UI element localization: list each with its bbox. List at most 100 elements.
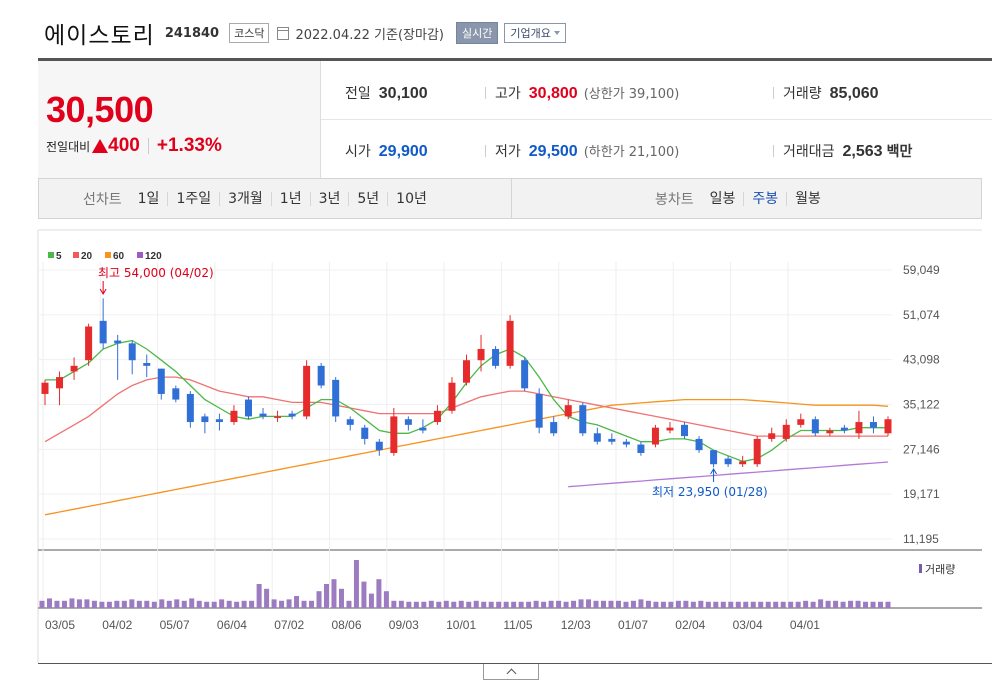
tab-line-period[interactable]: 1일	[137, 190, 160, 207]
tab-candle-period[interactable]: 일봉	[709, 190, 736, 207]
tab-line-period[interactable]: 3년	[309, 191, 349, 206]
volume-bar	[361, 581, 367, 608]
volume-bar	[743, 601, 749, 608]
realtime-button[interactable]: 실시간	[455, 22, 499, 44]
change-label: 전일대비	[46, 139, 91, 154]
volume-bar	[129, 599, 135, 608]
volume-bar	[668, 601, 674, 608]
legend-swatch	[105, 252, 111, 258]
volume-bar	[541, 601, 547, 608]
candle-body	[172, 388, 180, 400]
candle-body	[346, 419, 354, 425]
volume-bar	[398, 600, 404, 608]
calendar-icon	[277, 26, 290, 40]
candle-body	[244, 399, 252, 417]
candle-body	[637, 444, 645, 453]
candle-body	[303, 365, 311, 417]
volume-bar	[623, 601, 629, 608]
candle-body	[753, 438, 761, 465]
candle-body	[201, 416, 209, 423]
volume-bar	[496, 601, 502, 608]
volume-bar	[713, 601, 719, 608]
volume-bar	[855, 600, 861, 608]
volume-bar	[391, 600, 397, 608]
volume-bar	[368, 593, 374, 608]
candle-body	[143, 363, 151, 366]
tab-candle-period[interactable]: 월봉	[786, 191, 829, 206]
candle-body	[259, 413, 267, 417]
volume-bar	[353, 560, 359, 608]
volume-bar	[863, 601, 869, 608]
volume-bar	[683, 600, 689, 608]
collapse-button[interactable]	[483, 664, 539, 680]
volume-bar	[234, 601, 240, 608]
volume-bar	[219, 599, 225, 608]
chevron-up-icon	[506, 668, 516, 679]
moving-average-line-ma60	[44, 398, 889, 516]
divider	[147, 138, 149, 154]
volume-bar	[690, 601, 696, 608]
x-tick-label: 03/04	[733, 618, 763, 632]
current-price-box: 30,500 전일대비 400 +1.33%	[38, 61, 320, 178]
candle-body	[288, 413, 296, 417]
x-tick-label: 03/05	[45, 618, 75, 632]
candle-body	[41, 382, 49, 394]
volume-bar	[638, 599, 644, 608]
candle-body	[230, 410, 238, 423]
candle-body	[375, 441, 383, 451]
volume-bar	[383, 591, 389, 608]
legend-swatch	[73, 252, 79, 258]
candle-body	[695, 438, 703, 451]
y-tick-label: 19,171	[903, 487, 940, 501]
legend-label: 60	[113, 251, 125, 262]
market-badge: 코스닥	[229, 23, 270, 43]
tab-line-period[interactable]: 3개월	[219, 191, 271, 206]
min-price-annotation: 최저 23,950 (01/28)	[652, 485, 768, 499]
tab-line-period[interactable]: 10년	[387, 191, 435, 206]
volume-bar	[46, 598, 52, 608]
chart-period-tabs: 선차트 1일 1주일 3개월 1년 3년 5년 10년 봉차트 일봉 주봉 월봉	[38, 178, 982, 219]
volume-bar	[121, 600, 127, 608]
tab-line-period[interactable]: 1년	[270, 191, 310, 206]
tab-line-period[interactable]: 1주일	[167, 191, 219, 206]
volume-bar	[61, 600, 67, 608]
candle-body	[622, 441, 630, 445]
candle-body	[535, 393, 543, 428]
candle-body	[593, 433, 601, 442]
triangle-up-icon	[92, 139, 109, 153]
x-tick-label: 06/04	[217, 618, 247, 632]
volume-bar	[204, 601, 210, 608]
candle-body	[419, 427, 427, 431]
open-label: 시가	[345, 144, 371, 160]
volume-bar	[526, 601, 532, 608]
tab-line-period[interactable]: 5년	[348, 191, 387, 206]
volume-bar	[840, 601, 846, 608]
volume-bar	[458, 600, 464, 608]
tab-candle-period[interactable]: 주봉	[743, 191, 786, 206]
volume-bar	[788, 601, 794, 608]
volume-bar	[615, 600, 621, 608]
high-value: 30,800	[528, 85, 578, 102]
y-tick-label: 43,098	[903, 353, 940, 367]
stock-name: 에이스토리	[44, 23, 155, 49]
volume-bar	[601, 600, 607, 608]
legend-swatch	[48, 252, 54, 258]
candle-body	[157, 368, 165, 394]
x-tick-label: 04/01	[790, 618, 820, 632]
volume-bar	[548, 600, 554, 608]
volume-bar	[331, 579, 337, 608]
company-info-dropdown[interactable]: 기업개요	[504, 23, 566, 43]
volume-bar	[151, 601, 157, 608]
y-tick-label: 11,195	[903, 532, 939, 546]
line-chart-tabs: 선차트 1일 1주일 3개월 1년 3년 5년 10년	[83, 179, 435, 218]
volume-bar	[466, 601, 472, 608]
volume-bar	[630, 600, 636, 608]
line-chart-title: 선차트	[83, 191, 122, 208]
stock-code: 241840	[164, 25, 220, 41]
candle-body	[666, 427, 674, 431]
candle-body	[840, 427, 848, 431]
volume-bar	[309, 600, 315, 608]
volume-bar	[241, 600, 247, 608]
volume-bar	[563, 601, 569, 608]
